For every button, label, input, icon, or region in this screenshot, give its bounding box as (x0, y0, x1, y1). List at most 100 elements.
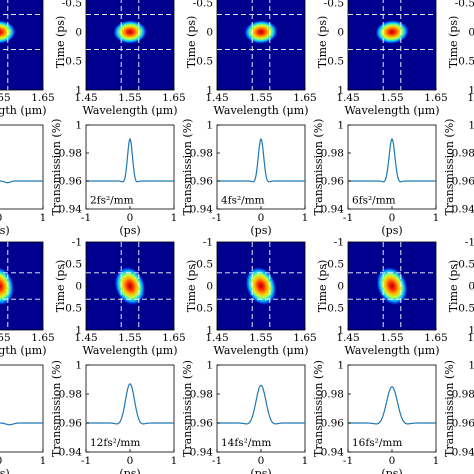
y-tick-label: -0.5 (62, 259, 82, 271)
transmission-panel-1-0: 0.940.960.981-101(ps)Transmission (%) (0, 124, 46, 237)
y-tick-label: 0 (75, 27, 82, 39)
transmission-line (217, 137, 305, 183)
y-tick-label: 0.5 (196, 56, 213, 68)
y-tick-label: 1 (337, 85, 344, 97)
y-tick-label: -0.5 (193, 0, 213, 10)
x-axis-label: (ps) (119, 224, 140, 237)
x-tick-label: 1.55 (380, 92, 403, 104)
y-tick-label: 0.5 (196, 303, 213, 315)
transmission-panel-3-2: 0.94 0.96 0.98 1 -1 0 1 (ps) Transmission (%) 14f… (181, 360, 308, 474)
x-tick-label: 1.45 (74, 332, 97, 344)
plot-frame (347, 364, 437, 453)
dispersion-annotation: 4fs²/mm (221, 194, 265, 206)
x-axis-label: (ps) (119, 467, 140, 474)
x-tick-label: 1.65 (31, 92, 54, 104)
transmission-panel-3-4: 0.940.960.981-101(ps)Transmission (%) (443, 360, 474, 468)
y-tick-label: 0.96 (452, 418, 474, 430)
y-tick-label: 0.96 (321, 176, 345, 188)
x-tick-label: 1 (40, 455, 47, 467)
x-tick-label: 1.65 (424, 92, 447, 104)
map-background (347, 0, 437, 91)
y-tick-label: 0 (337, 27, 344, 39)
x-axis-label: (ps) (381, 224, 402, 237)
y-axis-label: Transmission (%) (443, 119, 456, 216)
y-tick-label: 0.94 (321, 204, 345, 216)
transmission-line (217, 384, 305, 425)
x-tick-label: 1.45 (205, 332, 228, 344)
y-tick-label: 0.94 (452, 447, 474, 459)
x-tick-label: 1.55 (0, 92, 11, 104)
x-tick-label: -1 (343, 212, 353, 224)
dispersion-annotation: 6fs²/mm (352, 194, 396, 206)
y-tick-label: 0.94 (452, 204, 474, 216)
y-tick-label: 0.5 (458, 56, 474, 68)
x-tick-label: 1.45 (205, 92, 228, 104)
dispersion-annotation: 12fs²/mm (90, 437, 140, 449)
transmission-line (86, 383, 174, 425)
y-tick-label: 0.94 (190, 204, 214, 216)
y-tick-label: -0.5 (62, 0, 82, 10)
x-tick-label: 1.65 (31, 332, 54, 344)
y-tick-label: 0.5 (65, 56, 82, 68)
y-tick-label: 0.98 (190, 148, 213, 160)
x-tick-label: 1.55 (118, 332, 141, 344)
pulse-blob (0, 266, 15, 306)
y-axis-label: Time (ps) (54, 260, 67, 313)
y-tick-label: 1 (75, 120, 82, 132)
y-tick-label: -1 (203, 237, 213, 249)
x-axis-label: Wavelength (μm) (214, 104, 309, 117)
map-background (0, 0, 44, 91)
x-tick-label: -1 (81, 455, 91, 467)
x-axis-label: Wavelength (μm) (0, 344, 46, 357)
y-axis-label: Time (ps) (316, 260, 329, 313)
y-tick-label: -0.5 (324, 259, 344, 271)
y-tick-label: 1 (206, 85, 213, 97)
y-tick-label: 0.94 (190, 447, 214, 459)
transmission-line (348, 137, 436, 183)
x-tick-label: 1.55 (118, 92, 141, 104)
y-tick-label: 0.98 (452, 148, 474, 160)
x-tick-label: 1 (302, 455, 309, 467)
y-tick-label: 0.96 (190, 176, 214, 188)
transmission-panel-3-3: 0.94 0.96 0.98 1 -1 0 1 (ps) Transmission (%) 16f… (312, 360, 439, 474)
x-axis-label: Wavelength (μm) (0, 104, 46, 117)
transmission-line (348, 386, 436, 425)
y-tick-label: 0.94 (321, 447, 345, 459)
y-tick-label: 0.98 (321, 148, 344, 160)
y-tick-label: 0 (468, 27, 474, 39)
y-tick-label: 0 (468, 281, 474, 293)
y-tick-label: 0.96 (321, 418, 345, 430)
y-tick-label: -0.5 (455, 259, 474, 271)
x-tick-label: 1.65 (293, 92, 316, 104)
x-tick-label: 1.55 (380, 332, 403, 344)
y-axis-label: Time (ps) (185, 260, 198, 313)
y-tick-label: 0.5 (327, 56, 344, 68)
transmission-line (86, 137, 174, 183)
y-tick-label: -0.5 (455, 0, 474, 10)
plot-frame (0, 364, 44, 453)
y-axis-label: Transmission (%) (312, 360, 325, 457)
y-tick-label: 1 (337, 360, 344, 372)
y-tick-label: 1 (468, 360, 474, 372)
pulse-blob (114, 266, 146, 306)
x-tick-label: 1.65 (162, 92, 185, 104)
y-axis-label: Transmission (%) (312, 119, 325, 216)
x-tick-label: 1 (433, 212, 440, 224)
y-tick-label: 1 (75, 360, 82, 372)
y-tick-label: -1 (465, 237, 474, 249)
x-axis-label: (ps) (0, 467, 10, 474)
y-tick-label: 0 (75, 281, 82, 293)
y-tick-label: -0.5 (324, 0, 344, 10)
transmission-panel-1-1: 0.94 0.96 0.98 1 -1 0 1 (ps) Transmission (%) 2fs… (50, 119, 177, 237)
x-tick-label: 1.55 (249, 92, 272, 104)
pulse-blob (376, 266, 408, 306)
dispersion-annotation: 2fs²/mm (90, 194, 134, 206)
y-tick-label: -1 (72, 237, 82, 249)
plot-frame (85, 364, 175, 453)
transmission-panel-3-0: 0.940.960.981-101(ps)Transmission (%) (0, 364, 47, 474)
y-tick-label: 1 (206, 120, 213, 132)
y-tick-label: 0.94 (59, 447, 83, 459)
